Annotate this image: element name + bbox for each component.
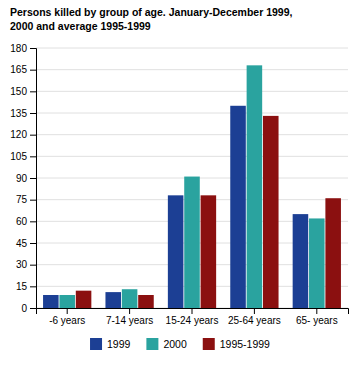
y-tick-label: 60	[16, 216, 28, 227]
x-tick-mark	[192, 308, 193, 314]
bar	[230, 106, 246, 308]
bars	[43, 65, 341, 308]
y-tick-label: 165	[10, 64, 27, 75]
x-tick-label: 65- years	[296, 315, 338, 326]
y-tick: 150	[10, 86, 36, 97]
x-tick: 7-14 years	[106, 308, 153, 326]
x-tick-mark	[316, 308, 317, 314]
y-tick: 15	[16, 281, 36, 292]
y-axis-line	[30, 49, 37, 309]
legend-item: 2000	[146, 338, 187, 350]
x-tick-label: -6 years	[49, 315, 85, 326]
title: Persons killed by group of age. January-…	[10, 6, 293, 32]
grid-line	[36, 91, 348, 92]
bar	[325, 198, 341, 308]
bar	[76, 291, 92, 308]
grid-line	[36, 69, 348, 70]
x-tick: 65- years	[296, 308, 338, 326]
x-axis: -6 years 7-14 years 15-24 years 25-64 years…	[37, 308, 349, 326]
y-tick: 0	[21, 303, 36, 314]
bar	[168, 195, 184, 308]
grid-line	[36, 48, 348, 49]
bar	[247, 65, 263, 308]
y-tick: 60	[16, 216, 36, 227]
plot: 0 15 30 45 60 75 90 105 120 135 150 165 180 -6 years 7…	[10, 43, 348, 326]
y-tick: 165	[10, 64, 36, 75]
x-axis-line	[37, 309, 349, 315]
y-tick-label: 105	[10, 151, 27, 162]
y-tick: 90	[16, 173, 36, 184]
y-tick-mark	[30, 178, 36, 179]
bar-series	[59, 65, 324, 308]
y-tick: 135	[10, 108, 36, 119]
chart: Persons killed by group of age. January-…	[0, 0, 360, 366]
legend-label: 1995-1999	[220, 338, 270, 350]
bar	[43, 295, 59, 308]
bar	[184, 177, 200, 308]
legend-item: 1995-1999	[203, 338, 270, 350]
y-tick-label: 180	[10, 43, 27, 54]
y-tick-mark	[30, 48, 36, 49]
y-tick: 105	[10, 151, 36, 162]
y-tick-mark	[30, 113, 36, 114]
bar	[105, 292, 121, 308]
y-tick-label: 75	[16, 194, 28, 205]
grid-line	[36, 134, 348, 135]
y-tick-mark	[30, 308, 36, 309]
legend-swatch	[146, 338, 158, 350]
x-tick: 25-64 years	[228, 308, 281, 326]
y-tick-label: 45	[16, 238, 28, 249]
bar	[309, 218, 325, 308]
y-tick: 120	[10, 129, 36, 140]
y-tick-label: 90	[16, 173, 28, 184]
grid-line	[36, 113, 348, 114]
bar	[263, 116, 279, 308]
bar-series	[76, 116, 341, 308]
y-tick: 45	[16, 238, 36, 249]
legend-swatch	[90, 338, 102, 350]
title-line: Persons killed by group of age. January-…	[10, 6, 293, 18]
x-tick-mark	[67, 308, 68, 314]
bar	[122, 289, 138, 308]
y-tick-label: 0	[21, 303, 27, 314]
y-tick-mark	[30, 91, 36, 92]
bar-series	[43, 106, 308, 308]
y-tick-label: 135	[10, 108, 27, 119]
legend-label: 2000	[163, 338, 187, 350]
legend-label: 1999	[107, 338, 131, 350]
grid-line	[36, 156, 348, 157]
title-line: 2000 and average 1995-1999	[10, 20, 151, 32]
y-tick: 75	[16, 194, 36, 205]
y-tick-label: 150	[10, 86, 27, 97]
x-tick-mark	[254, 308, 255, 314]
y-tick-mark	[30, 200, 36, 201]
x-tick: 15-24 years	[166, 308, 219, 326]
y-tick-mark	[30, 243, 36, 244]
x-tick-mark	[129, 308, 130, 314]
y-axis: 0 15 30 45 60 75 90 105 120 135 150 165 180	[10, 43, 36, 314]
x-tick: -6 years	[49, 308, 85, 326]
x-tick-label: 25-64 years	[228, 315, 281, 326]
y-tick-mark	[30, 221, 36, 222]
y-tick-label: 15	[16, 281, 28, 292]
grid	[36, 48, 348, 308]
y-tick-label: 30	[16, 259, 28, 270]
x-tick-label: 7-14 years	[106, 315, 153, 326]
y-tick-mark	[30, 135, 36, 136]
legend-item: 1999	[90, 338, 131, 350]
y-tick: 180	[10, 43, 36, 54]
bar	[138, 295, 154, 308]
legend: 1999 2000 1995-1999	[90, 338, 270, 350]
bar	[293, 214, 309, 308]
y-tick-mark	[30, 286, 36, 287]
legend-swatch	[203, 338, 215, 350]
y-tick-mark	[30, 265, 36, 266]
y-tick-mark	[30, 70, 36, 71]
y-tick-label: 120	[10, 129, 27, 140]
bar	[59, 295, 75, 308]
y-tick: 30	[16, 259, 36, 270]
y-tick-mark	[30, 156, 36, 157]
bar	[201, 195, 217, 308]
x-tick-label: 15-24 years	[166, 315, 219, 326]
